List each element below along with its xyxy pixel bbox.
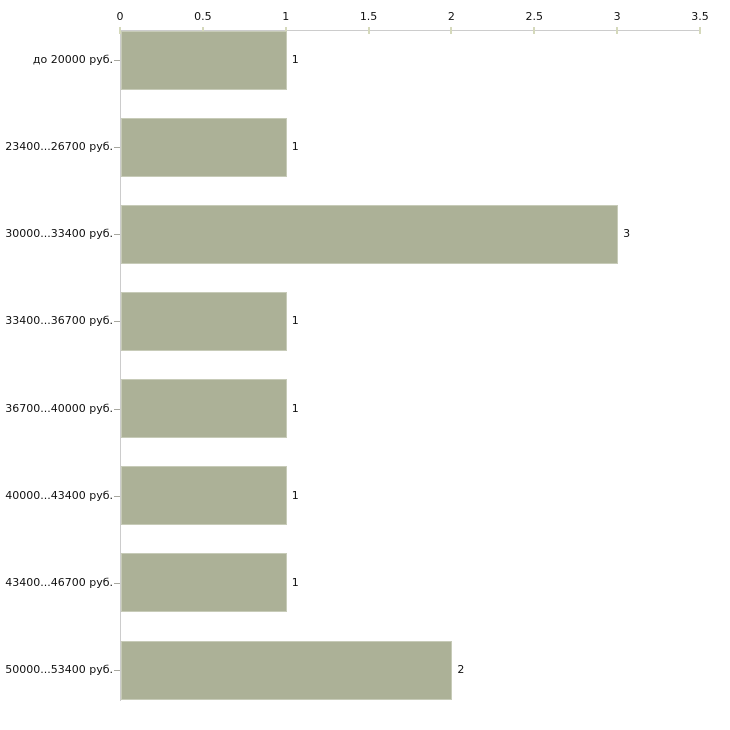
bar-value-label: 1 [291, 401, 299, 415]
bar [121, 466, 287, 526]
y-axis-tick-mark [114, 408, 120, 410]
category-label: 36700...40000 руб. [5, 401, 113, 415]
bar-value-label: 1 [291, 488, 299, 502]
bar-value-label: 1 [291, 575, 299, 589]
category-label: 33400...36700 руб. [5, 314, 113, 328]
bar [121, 553, 287, 613]
x-axis-tick-label: 0 [116, 10, 124, 23]
x-axis-tick-mark [450, 27, 453, 34]
y-axis-line [120, 30, 121, 701]
x-axis-tick-mark [699, 27, 701, 34]
y-axis-tick-mark [114, 582, 120, 584]
bar [121, 117, 287, 177]
x-axis-tick-mark [367, 27, 370, 34]
x-axis-tick-label: 1 [282, 10, 290, 23]
y-axis-tick-mark [114, 234, 120, 236]
bar [121, 291, 287, 351]
bar-value-label: 1 [291, 53, 299, 66]
bar-value-label: 1 [291, 314, 299, 328]
bar [121, 640, 453, 700]
category-label: 30000...33400 руб. [5, 227, 113, 241]
bar-value-label: 2 [457, 663, 465, 677]
category-label: 40000...43400 руб. [5, 488, 113, 502]
y-axis-tick-mark [114, 147, 120, 149]
y-axis-tick-mark [114, 321, 120, 323]
y-axis-tick-mark [114, 670, 120, 672]
y-axis-tick-mark [114, 60, 120, 61]
x-axis-tick-label: 0.5 [194, 10, 212, 23]
bar [121, 30, 287, 90]
x-axis-tick-label: 2 [447, 10, 455, 23]
bar [121, 204, 619, 264]
category-label: 43400...46700 руб. [5, 575, 113, 589]
x-axis-tick-label: 3.5 [691, 10, 709, 23]
x-axis-tick-mark [616, 27, 619, 34]
bar-value-label: 1 [291, 140, 299, 154]
x-axis-tick-label: 1.5 [359, 10, 378, 23]
x-axis-tick-label: 3 [613, 10, 621, 23]
category-label: 23400...26700 руб. [5, 140, 113, 154]
x-axis-tick-mark [533, 27, 536, 34]
x-axis-line [120, 30, 701, 31]
y-axis-tick-mark [114, 495, 120, 497]
x-axis-tick-label: 2.5 [525, 10, 544, 23]
category-label: 50000...53400 руб. [5, 663, 113, 677]
bar-value-label: 3 [623, 227, 631, 241]
bar [121, 379, 287, 439]
category-label: до 20000 руб. [32, 53, 113, 66]
x-axis-tick-mark [119, 27, 121, 34]
